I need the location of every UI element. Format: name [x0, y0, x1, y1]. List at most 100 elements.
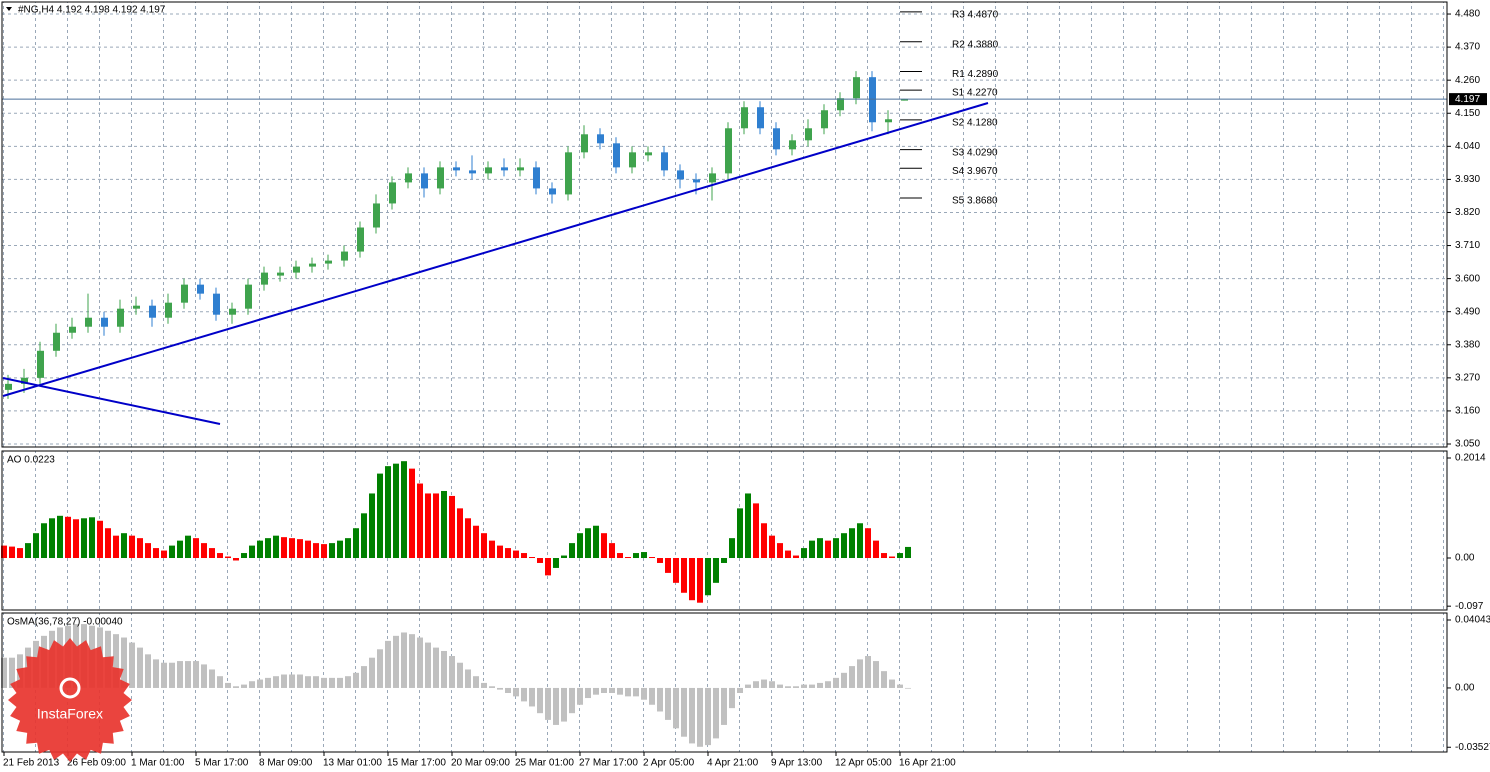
histogram-bar	[409, 468, 415, 559]
histogram-bar	[681, 687, 687, 737]
histogram-bar	[729, 538, 735, 559]
histogram-bar	[329, 677, 335, 688]
histogram-bar	[321, 544, 327, 559]
x-tick-label: 8 Mar 09:00	[259, 758, 313, 769]
histogram-bar	[225, 682, 231, 688]
candle-body	[133, 305, 140, 309]
histogram-bar	[897, 684, 903, 688]
histogram-bar	[233, 558, 239, 561]
histogram-bar	[593, 687, 599, 695]
trend-line	[2, 377, 221, 425]
histogram-bar	[777, 684, 783, 688]
histogram-bar	[729, 687, 735, 709]
histogram-bar	[569, 687, 575, 714]
histogram-bar	[345, 538, 351, 559]
histogram-bar	[793, 555, 799, 559]
histogram-bar	[385, 640, 391, 688]
candle-body	[469, 170, 476, 174]
histogram-bar	[177, 540, 183, 559]
histogram-bar	[161, 662, 167, 688]
histogram-bar	[241, 684, 247, 688]
histogram-bar	[481, 533, 487, 559]
histogram-bar	[577, 687, 583, 705]
histogram-bar	[401, 461, 407, 559]
y-tick-label: 3.820	[1455, 207, 1480, 218]
histogram-bar	[433, 647, 439, 688]
current-price-label: 4.197	[1455, 94, 1480, 105]
histogram-bar	[145, 543, 151, 559]
histogram-bar	[833, 538, 839, 559]
histogram-bar	[281, 674, 287, 688]
candle-body	[549, 188, 556, 195]
histogram-bar	[457, 662, 463, 688]
histogram-bar	[81, 518, 87, 559]
candle-body	[85, 317, 92, 327]
candle-body	[517, 167, 524, 171]
histogram-bar	[737, 508, 743, 559]
histogram-bar	[113, 634, 119, 688]
histogram-bar	[201, 664, 207, 688]
histogram-bar	[857, 523, 863, 559]
histogram-bar	[321, 677, 327, 688]
histogram-bar	[633, 553, 639, 559]
histogram-bar	[521, 687, 527, 702]
histogram-bar	[561, 555, 567, 559]
histogram-bar	[177, 661, 183, 688]
histogram-bar	[257, 540, 263, 559]
pivot-label: S1 4.2270	[952, 88, 998, 99]
histogram-bar	[449, 495, 455, 559]
histogram-bar	[153, 659, 159, 688]
histogram-bar	[417, 483, 423, 559]
histogram-bar	[353, 528, 359, 559]
histogram-bar	[249, 545, 255, 559]
histogram-bar	[329, 543, 335, 559]
main-pane	[1, 1, 1448, 448]
histogram-bar	[449, 656, 455, 688]
histogram-bar	[689, 558, 695, 601]
histogram-bar	[641, 552, 647, 559]
candle-body	[261, 272, 268, 285]
candle-body	[213, 293, 220, 315]
histogram-bar	[185, 661, 191, 688]
histogram-bar	[601, 687, 607, 693]
histogram-bar	[377, 473, 383, 559]
osma-title: OsMA(36,78,27) -0.00040	[7, 617, 123, 628]
histogram-bar	[145, 654, 151, 688]
histogram-bar	[9, 657, 15, 688]
histogram-bar	[721, 687, 727, 725]
histogram-bar	[777, 543, 783, 559]
histogram-bar	[313, 676, 319, 688]
histogram-bar	[33, 533, 39, 559]
y-tick-label: -0.097	[1455, 601, 1484, 612]
x-tick-label: 15 Mar 17:00	[387, 758, 446, 769]
histogram-bar	[785, 686, 791, 688]
x-tick-label: 20 Mar 09:00	[451, 758, 510, 769]
histogram-bar	[865, 528, 871, 559]
histogram-bar	[649, 687, 655, 705]
histogram-bar	[825, 681, 831, 688]
histogram-bar	[593, 525, 599, 559]
y-tick-label: -0.03527	[1455, 742, 1490, 753]
y-tick-label: 3.380	[1455, 339, 1480, 350]
histogram-bar	[697, 687, 703, 747]
histogram-bar	[529, 687, 535, 707]
candle-body	[485, 167, 492, 174]
histogram-bar	[241, 553, 247, 559]
histogram-bar	[689, 687, 695, 744]
pivot-label: S3 4.0290	[952, 147, 998, 158]
histogram-bar	[297, 539, 303, 559]
histogram-bar	[97, 520, 103, 559]
histogram-bar	[401, 632, 407, 688]
histogram-bar	[489, 540, 495, 559]
y-tick-label: 3.600	[1455, 273, 1480, 284]
y-tick-label: 3.160	[1455, 406, 1480, 417]
histogram-bar	[337, 540, 343, 559]
x-tick-label: 27 Mar 17:00	[579, 758, 638, 769]
y-tick-label: 3.710	[1455, 240, 1480, 251]
histogram-bar	[817, 682, 823, 688]
histogram-bar	[1, 545, 7, 559]
x-tick-label: 4 Apr 21:00	[707, 758, 759, 769]
histogram-bar	[817, 538, 823, 559]
histogram-bar	[369, 493, 375, 559]
